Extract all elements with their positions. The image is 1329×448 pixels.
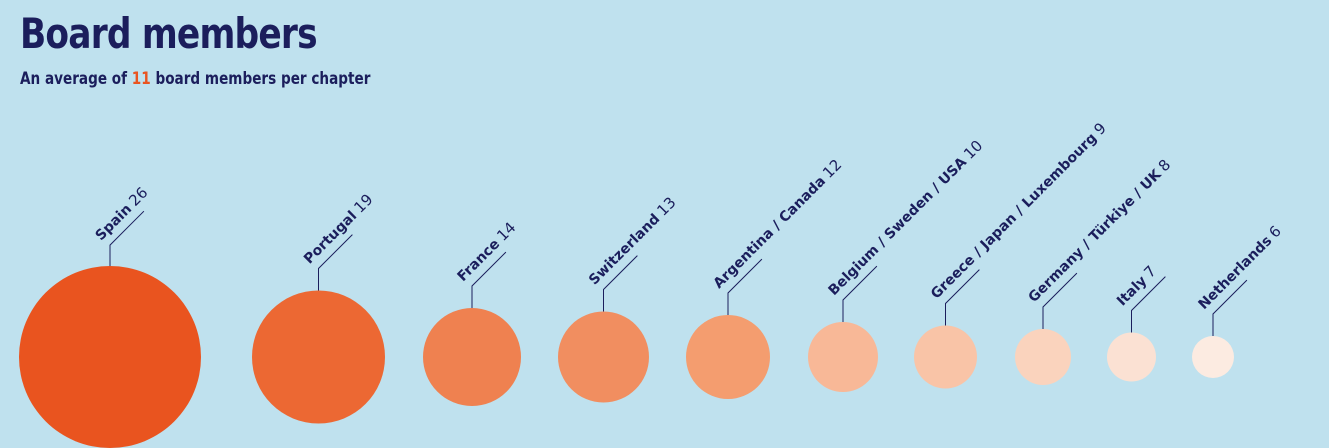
chart-subtitle: An average of 11 board members per chapt… — [20, 68, 370, 90]
label-spain: Spain26 — [91, 184, 151, 244]
bubble-portugal — [252, 290, 385, 424]
subtitle-suffix: board members per chapter — [150, 69, 371, 89]
bubble-greece-japan-luxembourg — [914, 325, 977, 389]
bubble-italy — [1107, 332, 1156, 382]
bubble-netherlands — [1192, 336, 1234, 378]
label-name-italy: Italy — [1114, 273, 1150, 309]
label-value-argentina-canada: 12 — [819, 156, 845, 182]
label-name-switzerland: Switzerland — [586, 211, 663, 288]
label-name-greece-japan-luxembourg: Greece / Japan / Luxembourg — [928, 130, 1100, 302]
leader-line-belgium-sweden-usa — [842, 265, 878, 322]
bubble-switzerland — [558, 311, 649, 403]
label-value-switzerland: 13 — [653, 193, 679, 219]
bubble-argentina-canada — [686, 315, 770, 399]
label-italy: Italy7 — [1113, 262, 1160, 309]
label-portugal: Portugal19 — [300, 190, 377, 267]
leader-line-portugal — [318, 234, 353, 291]
label-name-spain: Spain — [93, 201, 136, 244]
leader-line-spain — [109, 210, 145, 266]
label-value-portugal: 19 — [350, 190, 376, 216]
label-value-belgium-sweden-usa: 10 — [960, 137, 986, 163]
leader-line-germany-turkiye-uk — [1042, 272, 1078, 329]
bubble-belgium-sweden-usa — [808, 322, 878, 392]
bubble-germany-turkiye-uk — [1015, 329, 1071, 385]
label-name-france: France — [455, 236, 504, 285]
bubble-spain — [19, 266, 201, 448]
label-france: France14 — [453, 218, 519, 284]
label-name-argentina-canada: Argentina / Canada — [711, 173, 830, 292]
leader-line-greece-japan-luxembourg — [945, 269, 980, 326]
chart-title: Board members — [20, 9, 318, 58]
label-value-spain: 26 — [125, 184, 151, 210]
label-greece-japan-luxembourg: Greece / Japan / Luxembourg9 — [927, 119, 1110, 302]
leader-line-switzerland — [603, 255, 638, 312]
label-value-france: 14 — [493, 218, 519, 244]
bubble-france — [423, 308, 521, 406]
leader-line-france — [471, 251, 507, 308]
label-netherlands: Netherlands6 — [1194, 222, 1285, 313]
label-name-portugal: Portugal — [301, 208, 360, 267]
average-highlight: 11 — [131, 69, 151, 89]
label-argentina-canada: Argentina / Canada12 — [709, 156, 845, 292]
leader-line-italy — [1131, 276, 1166, 333]
subtitle-prefix: An average of — [20, 69, 132, 89]
leader-line-argentina-canada — [727, 258, 763, 315]
leader-line-netherlands — [1212, 279, 1248, 336]
label-switzerland: Switzerland13 — [585, 193, 680, 288]
label-name-netherlands: Netherlands — [1196, 233, 1276, 313]
